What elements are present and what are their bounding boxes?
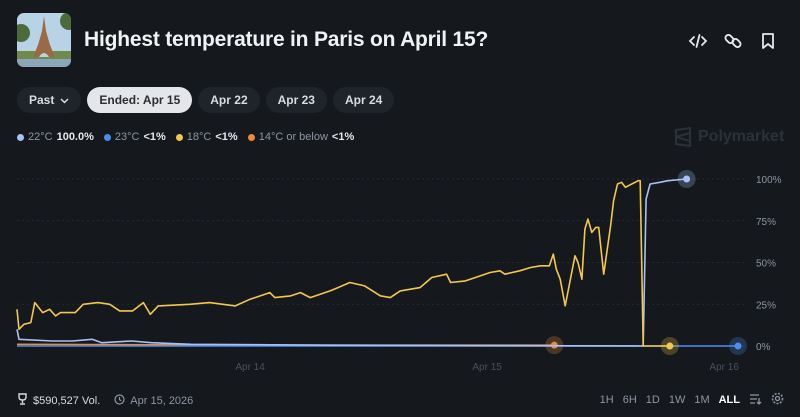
end-date-text: Apr 15, 2026 (130, 394, 194, 407)
legend-item[interactable]: 22°C 100.0% (17, 131, 94, 143)
series-line (16, 178, 687, 347)
time-range-selector: 1H 6H 1D 1W 1M ALL (600, 392, 784, 408)
settings-gear-icon[interactable] (771, 392, 784, 408)
chart-legend: 22°C 100.0% 23°C <1% 18°C <1% 14°C or below <1% (17, 131, 354, 143)
legend-dot (175, 133, 183, 141)
watermark-text: Polymarket (698, 128, 785, 145)
y-tick-label: 0% (756, 342, 771, 353)
range-1m[interactable]: 1M (694, 394, 710, 406)
legend-label: 23°C (114, 131, 140, 143)
legend-dot (103, 133, 111, 141)
trophy-icon (17, 393, 28, 408)
legend-dot (17, 133, 24, 141)
y-tick-label: 100% (756, 175, 782, 186)
y-tick-label: 75% (756, 217, 776, 228)
volume: $590,527 Vol. (17, 393, 100, 408)
chevron-down-icon (60, 93, 69, 107)
x-tick-label: Apr 14 (235, 362, 265, 373)
x-tick-label: Apr 16 (709, 362, 739, 373)
code-icon[interactable] (688, 31, 708, 51)
date-pill-ended-apr15[interactable]: Ended: Apr 15 (87, 87, 193, 113)
range-all[interactable]: ALL (718, 394, 740, 406)
range-1d[interactable]: 1D (645, 394, 660, 406)
x-tick-label: Apr 15 (472, 362, 502, 373)
legend-label: 18°C (186, 131, 212, 143)
legend-value: <1% (215, 131, 238, 143)
range-1h[interactable]: 1H (599, 394, 614, 406)
market-thumbnail (17, 13, 71, 67)
polymarket-logo-icon (675, 127, 691, 147)
series-end-marker (666, 342, 674, 350)
past-label: Past (29, 93, 55, 107)
legend-label: 22°C (28, 131, 53, 143)
date-pill-apr24[interactable]: Apr 24 (332, 87, 395, 113)
legend-value: <1% (143, 131, 166, 143)
legend-item[interactable]: 14°C or below <1% (247, 131, 355, 143)
series-end-marker (734, 342, 742, 350)
link-icon[interactable] (723, 31, 743, 51)
range-6h[interactable]: 6H (622, 394, 637, 406)
filter-list-icon[interactable] (749, 393, 762, 408)
date-pill-apr23[interactable]: Apr 23 (265, 87, 327, 113)
clock-icon (114, 393, 125, 408)
series-line (16, 179, 670, 347)
legend-dot (247, 133, 255, 141)
date-selector: Past Ended: Apr 15 Apr 22 Apr 23 Apr 24 (17, 87, 395, 113)
page-title: Highest temperature in Paris on April 15… (84, 28, 489, 51)
date-pill-apr22[interactable]: Apr 22 (198, 87, 260, 113)
past-dropdown[interactable]: Past (17, 87, 82, 113)
legend-label: 14°C or below (258, 131, 328, 143)
bookmark-icon[interactable] (758, 31, 778, 51)
legend-value: 100.0% (56, 131, 94, 143)
volume-text: $590,527 Vol. (33, 394, 101, 407)
y-tick-label: 25% (756, 300, 776, 311)
series-end-marker (683, 175, 691, 183)
legend-item[interactable]: 23°C <1% (103, 131, 166, 143)
price-chart[interactable]: 100% 75% 50% 25% 0% Apr 14 Apr 15 Apr 16 (0, 160, 800, 382)
end-date: Apr 15, 2026 (114, 393, 194, 408)
y-tick-label: 50% (756, 259, 776, 270)
range-1w[interactable]: 1W (668, 394, 686, 406)
legend-item[interactable]: 18°C <1% (175, 131, 238, 143)
polymarket-watermark: Polymarket (674, 127, 784, 147)
legend-value: <1% (331, 131, 355, 143)
